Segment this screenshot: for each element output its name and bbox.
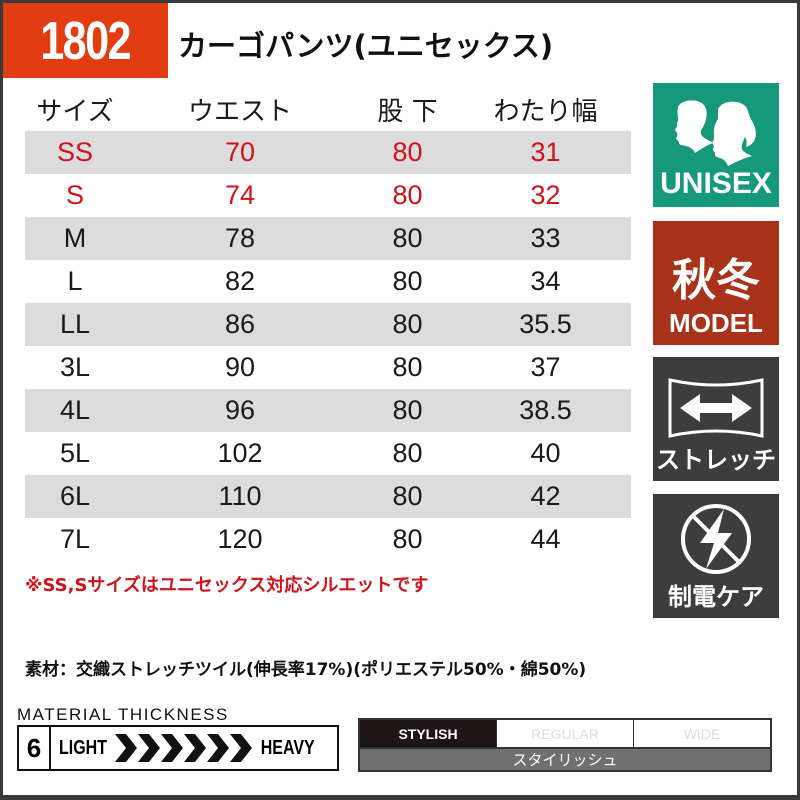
cell-inseam: 80 bbox=[392, 524, 423, 554]
male-female-silhouette-icon bbox=[675, 100, 756, 166]
header-thigh: わたり幅 bbox=[493, 96, 598, 127]
table-row: 5L 102 80 40 bbox=[25, 432, 631, 475]
thickness-light-label: LIGHT bbox=[59, 736, 107, 759]
chevron-right-icon bbox=[161, 734, 183, 762]
cell-waist: 74 bbox=[224, 180, 256, 210]
cell-size: 5L bbox=[59, 438, 91, 468]
cell-thigh: 31 bbox=[530, 137, 561, 167]
cell-thigh: 44 bbox=[530, 524, 561, 554]
product-title: カーゴパンツ(ユニセックス) bbox=[178, 29, 554, 63]
table-row: L 82 80 34 bbox=[25, 260, 631, 303]
cell-size: S bbox=[65, 180, 84, 210]
table-row: S 74 80 32 bbox=[25, 174, 631, 217]
cell-inseam: 80 bbox=[392, 309, 423, 339]
cell-thigh: 37 bbox=[530, 352, 561, 382]
cell-waist: 90 bbox=[224, 352, 256, 382]
cell-waist: 96 bbox=[224, 395, 256, 425]
fit-option-wide: WIDE bbox=[633, 720, 770, 747]
unisex-note: ※SS,Sサイズはユニセックス対応シルエットです bbox=[25, 575, 429, 596]
cell-inseam: 80 bbox=[392, 137, 423, 167]
fit-selected-jp: スタイリッシュ bbox=[360, 747, 770, 770]
cell-thigh: 33 bbox=[530, 223, 561, 253]
cell-size: LL bbox=[59, 309, 91, 339]
season-label: MODEL bbox=[669, 308, 763, 338]
cell-inseam: 80 bbox=[392, 395, 423, 425]
cell-waist: 78 bbox=[224, 223, 256, 253]
header-size: サイズ bbox=[36, 96, 114, 127]
product-code-badge: 1802 bbox=[3, 3, 168, 78]
cell-inseam: 80 bbox=[392, 266, 423, 296]
cell-waist: 70 bbox=[224, 137, 256, 167]
cell-waist: 110 bbox=[218, 481, 262, 511]
stretch-badge: ストレッチ bbox=[653, 357, 779, 481]
header-inseam: 股 下 bbox=[377, 96, 438, 127]
cell-size: L bbox=[67, 266, 83, 296]
cell-inseam: 80 bbox=[392, 180, 423, 210]
cell-inseam: 80 bbox=[392, 223, 423, 253]
unisex-label: UNISEX bbox=[660, 167, 772, 200]
thickness-title: MATERIAL THICKNESS bbox=[17, 705, 229, 724]
fit-option-regular: REGULAR bbox=[496, 720, 633, 747]
cell-inseam: 80 bbox=[392, 438, 423, 468]
chevron-right-icon bbox=[230, 734, 252, 762]
cell-thigh: 34 bbox=[530, 266, 561, 296]
thickness-heavy-label: HEAVY bbox=[260, 736, 315, 759]
cell-inseam: 80 bbox=[392, 481, 423, 511]
stretch-label: ストレッチ bbox=[656, 446, 776, 474]
header-waist: ウエスト bbox=[187, 96, 292, 127]
table-row: 7L 120 80 44 bbox=[25, 518, 631, 561]
cell-size: 7L bbox=[59, 524, 91, 554]
fit-option-stylish: STYLISH bbox=[360, 720, 496, 747]
chevron-right-icon bbox=[115, 734, 137, 762]
cell-thigh: 42 bbox=[530, 481, 561, 511]
antistatic-label: 制電ケア bbox=[668, 583, 764, 611]
table-header: サイズ ウエスト 股 下 わたり幅 bbox=[25, 87, 631, 131]
cell-waist: 102 bbox=[217, 438, 263, 468]
season-title: 秋冬 bbox=[672, 255, 760, 306]
cell-inseam: 80 bbox=[392, 352, 423, 382]
cell-thigh: 35.5 bbox=[519, 309, 572, 339]
unisex-badge: UNISEX bbox=[653, 83, 779, 207]
table-row: M 78 80 33 bbox=[25, 217, 631, 260]
table-row: LL 86 80 35.5 bbox=[25, 303, 631, 346]
season-badge: 秋冬 MODEL bbox=[653, 221, 779, 345]
cell-waist: 82 bbox=[224, 266, 256, 296]
chevron-right-icon bbox=[184, 734, 206, 762]
chevron-right-icon bbox=[207, 734, 229, 762]
cell-thigh: 38.5 bbox=[519, 395, 572, 425]
cell-waist: 86 bbox=[224, 309, 256, 339]
size-table: サイズ ウエスト 股 下 わたり幅 SS 70 80 31 S 74 80 32 M 78 80 33… bbox=[25, 87, 631, 561]
table-row: 6L 110 80 42 bbox=[25, 475, 631, 518]
chevron-right-icon bbox=[138, 734, 160, 762]
table-row: SS 70 80 31 bbox=[25, 131, 631, 174]
stretch-arrows-icon bbox=[668, 378, 764, 438]
thickness-arrows bbox=[115, 734, 252, 762]
cell-size: 6L bbox=[59, 481, 91, 511]
material-text: 素材：交織ストレッチツイル(伸長率17%)(ポリエステル50%・綿50%) bbox=[25, 660, 587, 680]
antistatic-badge: 制電ケア bbox=[653, 494, 779, 618]
thickness-value: 6 bbox=[19, 727, 51, 769]
cell-thigh: 32 bbox=[530, 180, 561, 210]
no-static-icon bbox=[681, 504, 751, 574]
cell-size: M bbox=[63, 223, 87, 253]
cell-size: 4L bbox=[59, 395, 91, 425]
table-row: 4L 96 80 38.5 bbox=[25, 389, 631, 432]
table-row: 3L 90 80 37 bbox=[25, 346, 631, 389]
cell-size: SS bbox=[56, 137, 94, 167]
cell-waist: 120 bbox=[217, 524, 263, 554]
size-chart: 1802 カーゴパンツ(ユニセックス) サイズ ウエスト 股 下 わたり幅 SS… bbox=[3, 3, 797, 795]
thickness-scale: 6 LIGHT HEAVY bbox=[17, 725, 339, 771]
fit-selector: STYLISH REGULAR WIDE スタイリッシュ bbox=[358, 718, 772, 772]
cell-size: 3L bbox=[59, 352, 91, 382]
cell-thigh: 40 bbox=[530, 438, 561, 468]
